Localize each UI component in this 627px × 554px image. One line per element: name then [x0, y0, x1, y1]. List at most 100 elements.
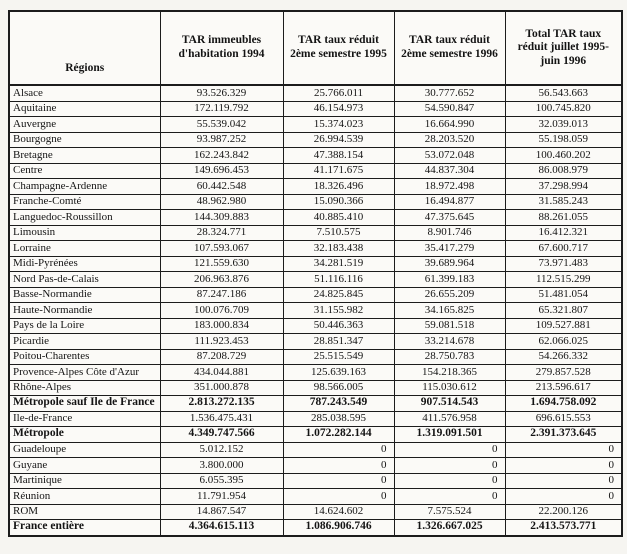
- region-cell: Guyane: [8, 457, 161, 474]
- value-cell: 907.514.543: [393, 395, 506, 412]
- column-header-tar-1994: TAR immeubles d'habitation 1994: [159, 10, 284, 86]
- table-row: Bretagne 162.243.842 47.388.154 53.072.048 1…: [8, 147, 623, 164]
- region-cell: Champagne-Ardenne: [8, 178, 161, 195]
- table-row: Aquitaine 172.119.792 46.154.973 54.590.847…: [8, 100, 623, 117]
- region-cell: Alsace: [8, 84, 161, 102]
- region-cell: Pays de la Loire: [8, 317, 161, 334]
- region-cell: Provence-Alpes Côte d'Azur: [8, 364, 161, 381]
- value-cell: 125.639.163: [282, 364, 395, 381]
- value-cell: 31.155.982: [282, 302, 395, 319]
- value-cell: 100.745.820: [504, 100, 623, 117]
- value-cell: 1.086.906.746: [282, 519, 395, 537]
- value-cell: 32.183.438: [282, 240, 395, 257]
- region-cell: Guadeloupe: [8, 441, 161, 458]
- value-cell: 351.000.878: [159, 379, 284, 396]
- value-cell: 183.000.834: [159, 317, 284, 334]
- value-cell: 111.923.453: [159, 333, 284, 350]
- table-row: Franche-Comté 48.962.980 15.090.366 16.494.…: [8, 193, 623, 210]
- value-cell: 0: [393, 472, 506, 489]
- region-cell: Aquitaine: [8, 100, 161, 117]
- region-cell: Midi-Pyrénées: [8, 255, 161, 272]
- value-cell: 37.298.994: [504, 178, 623, 195]
- value-cell: 98.566.005: [282, 379, 395, 396]
- value-cell: 0: [504, 472, 623, 489]
- value-cell: 32.039.013: [504, 116, 623, 133]
- region-cell: Bourgogne: [8, 131, 161, 148]
- value-cell: 40.885.410: [282, 209, 395, 226]
- region-cell: Franche-Comté: [8, 193, 161, 210]
- value-cell: 54.266.332: [504, 348, 623, 365]
- value-cell: 696.615.553: [504, 410, 623, 427]
- value-cell: 18.326.496: [282, 178, 395, 195]
- table-row: Languedoc-Roussillon 144.309.883 40.885.41…: [8, 209, 623, 226]
- value-cell: 25.515.549: [282, 348, 395, 365]
- value-cell: 73.971.483: [504, 255, 623, 272]
- region-cell: Métropole sauf Ile de France: [8, 395, 161, 412]
- value-cell: 787.243.549: [282, 395, 395, 412]
- value-cell: 109.527.881: [504, 317, 623, 334]
- value-cell: 154.218.365: [393, 364, 506, 381]
- value-cell: 144.309.883: [159, 209, 284, 226]
- value-cell: 55.198.059: [504, 131, 623, 148]
- table-row: Guyane 3.800.000 0 0 0: [8, 457, 623, 474]
- value-cell: 53.072.048: [393, 147, 506, 164]
- value-cell: 88.261.055: [504, 209, 623, 226]
- value-cell: 0: [393, 441, 506, 458]
- value-cell: 28.750.783: [393, 348, 506, 365]
- table-row: Réunion 11.791.954 0 0 0: [8, 488, 623, 505]
- region-cell: Basse-Normandie: [8, 286, 161, 303]
- value-cell: 0: [504, 457, 623, 474]
- value-cell: 14.867.547: [159, 503, 284, 520]
- value-cell: 28.324.771: [159, 224, 284, 241]
- value-cell: 67.600.717: [504, 240, 623, 257]
- value-cell: 41.171.675: [282, 162, 395, 179]
- value-cell: 285.038.595: [282, 410, 395, 427]
- region-cell: Ile-de-France: [8, 410, 161, 427]
- value-cell: 434.044.881: [159, 364, 284, 381]
- value-cell: 87.247.186: [159, 286, 284, 303]
- value-cell: 100.460.202: [504, 147, 623, 164]
- value-cell: 149.696.453: [159, 162, 284, 179]
- region-cell: Haute-Normandie: [8, 302, 161, 319]
- region-cell: Picardie: [8, 333, 161, 350]
- column-header-regions: Régions: [8, 10, 161, 86]
- value-cell: 46.154.973: [282, 100, 395, 117]
- value-cell: 35.417.279: [393, 240, 506, 257]
- value-cell: 65.321.807: [504, 302, 623, 319]
- value-cell: 22.200.126: [504, 503, 623, 520]
- value-cell: 279.857.528: [504, 364, 623, 381]
- table-body: Alsace 93.526.329 25.766.011 30.777.652 56.5…: [8, 84, 623, 537]
- value-cell: 87.208.729: [159, 348, 284, 365]
- table-row: Métropole 4.349.747.566 1.072.282.144 1.319…: [8, 426, 623, 443]
- table-row: Ile-de-France 1.536.475.431 285.038.595 411…: [8, 410, 623, 427]
- value-cell: 16.412.321: [504, 224, 623, 241]
- table-row: Picardie 111.923.453 28.851.347 33.214.678 6…: [8, 333, 623, 350]
- table-row: Limousin 28.324.771 7.510.575 8.901.746 16.4…: [8, 224, 623, 241]
- value-cell: 31.585.243: [504, 193, 623, 210]
- column-header-tar-1995: TAR taux réduit 2ème semestre 1995: [282, 10, 395, 86]
- value-cell: 206.963.876: [159, 271, 284, 288]
- value-cell: 1.319.091.501: [393, 426, 506, 443]
- table-row: Provence-Alpes Côte d'Azur 434.044.881 125…: [8, 364, 623, 381]
- region-cell: ROM: [8, 503, 161, 520]
- table-row: Martinique 6.055.395 0 0 0: [8, 472, 623, 489]
- region-cell: Réunion: [8, 488, 161, 505]
- value-cell: 0: [504, 488, 623, 505]
- value-cell: 1.694.758.092: [504, 395, 623, 412]
- region-cell: Métropole: [8, 426, 161, 443]
- header-row: Régions TAR immeubles d'habitation 1994 …: [8, 10, 623, 86]
- table-row: Lorraine 107.593.067 32.183.438 35.417.279 6…: [8, 240, 623, 257]
- value-cell: 25.766.011: [282, 84, 395, 102]
- table-row: Pays de la Loire 183.000.834 50.446.363 59.…: [8, 317, 623, 334]
- value-cell: 2.391.373.645: [504, 426, 623, 443]
- value-cell: 86.008.979: [504, 162, 623, 179]
- value-cell: 61.399.183: [393, 271, 506, 288]
- value-cell: 0: [282, 472, 395, 489]
- region-cell: France entière: [8, 519, 161, 537]
- value-cell: 2.413.573.771: [504, 519, 623, 537]
- region-cell: Limousin: [8, 224, 161, 241]
- column-header-tar-1996: TAR taux réduit 2ème semestre 1996: [393, 10, 506, 86]
- region-cell: Lorraine: [8, 240, 161, 257]
- value-cell: 34.165.825: [393, 302, 506, 319]
